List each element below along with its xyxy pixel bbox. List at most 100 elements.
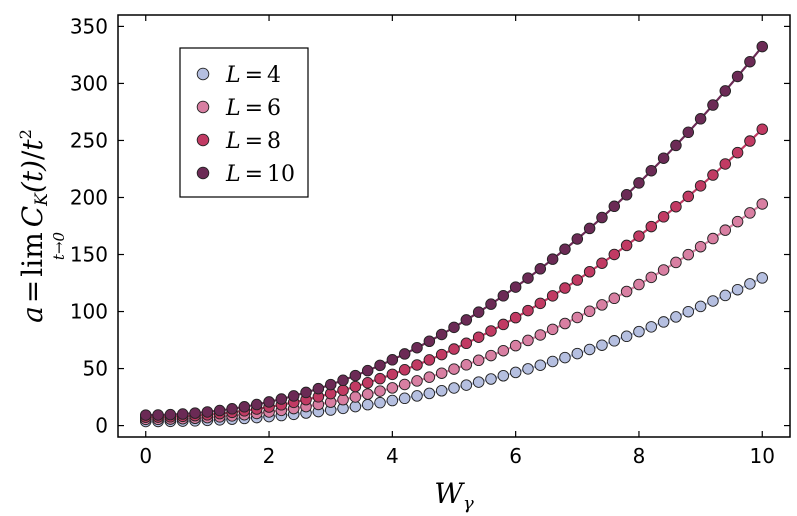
data-point <box>411 341 423 354</box>
data-point <box>386 368 399 381</box>
data-point <box>497 344 510 357</box>
data-point <box>509 281 522 293</box>
data-point <box>534 359 547 371</box>
data-point <box>633 177 645 189</box>
legend-label: L = 6 <box>225 96 281 121</box>
data-point <box>534 329 547 341</box>
data-point <box>522 334 534 347</box>
legend: L = 4 L = 6 L = 8 L = 10 <box>179 47 309 198</box>
data-point <box>645 321 658 333</box>
data-point <box>324 378 337 391</box>
data-point <box>744 207 756 219</box>
data-point <box>707 169 719 181</box>
data-point <box>448 321 460 334</box>
legend-item: L = 6 <box>196 96 281 121</box>
data-point <box>213 404 226 417</box>
data-point <box>559 243 571 255</box>
data-point <box>694 300 707 313</box>
data-point <box>731 146 744 159</box>
legend-item: L = 10 <box>196 162 295 187</box>
data-point <box>374 372 386 385</box>
data-point <box>435 367 448 379</box>
data-point <box>522 272 534 284</box>
data-point <box>633 325 645 338</box>
data-point <box>546 355 559 368</box>
data-point <box>620 330 633 343</box>
data-point <box>398 348 411 360</box>
data-point <box>534 297 547 310</box>
data-point <box>312 382 325 395</box>
data-point <box>682 305 695 318</box>
legend-marker <box>196 100 210 114</box>
data-point <box>263 396 275 408</box>
y-tick-label: 200 <box>70 185 108 209</box>
series-layer <box>139 40 769 428</box>
data-point <box>583 222 596 235</box>
data-point <box>682 190 695 203</box>
data-point <box>608 200 621 213</box>
data-point <box>645 220 658 233</box>
data-point <box>719 289 732 302</box>
y-tick-label: 100 <box>70 300 108 324</box>
data-point <box>485 349 497 362</box>
data-point <box>670 311 682 323</box>
data-point <box>472 331 485 343</box>
data-point <box>571 233 584 245</box>
data-point <box>682 248 695 261</box>
data-point <box>398 392 411 405</box>
data-point <box>645 164 658 177</box>
y-tick-label: 50 <box>83 357 108 381</box>
data-point <box>374 385 386 397</box>
data-point <box>756 40 769 53</box>
data-point <box>435 348 448 361</box>
data-point <box>497 290 510 302</box>
legend-marker <box>196 133 210 147</box>
data-point <box>596 211 608 224</box>
data-point <box>657 316 670 328</box>
data-point <box>707 232 719 245</box>
data-point <box>744 55 756 68</box>
data-point <box>361 364 374 377</box>
x-tick-label: 10 <box>750 444 775 468</box>
data-point <box>189 407 201 419</box>
data-point <box>694 113 707 125</box>
data-point <box>522 304 534 317</box>
data-point <box>571 311 584 324</box>
data-point <box>596 339 608 351</box>
data-point <box>275 393 288 405</box>
data-point <box>657 211 670 223</box>
data-point <box>349 380 362 393</box>
data-point <box>620 239 633 252</box>
data-point <box>497 369 510 382</box>
data-point <box>509 366 522 379</box>
data-point <box>682 126 695 139</box>
data-point <box>472 306 485 318</box>
x-tick-label: 6 <box>509 444 522 468</box>
data-point <box>559 317 571 330</box>
data-point <box>411 375 423 387</box>
data-point <box>756 123 769 135</box>
data-point <box>670 200 682 213</box>
data-point <box>485 325 497 337</box>
data-point <box>756 272 769 284</box>
data-point <box>448 363 460 375</box>
data-point <box>337 384 349 396</box>
data-point <box>719 224 732 236</box>
data-point <box>571 274 584 286</box>
data-point <box>337 374 349 387</box>
data-point <box>201 406 214 418</box>
data-point <box>460 379 473 391</box>
data-point <box>361 377 374 389</box>
y-axis-label: a=limCK(t)/t2 t→0 <box>16 129 68 323</box>
data-point <box>596 299 608 311</box>
data-point <box>361 398 374 411</box>
data-point <box>226 403 238 415</box>
data-point <box>756 198 769 210</box>
data-point <box>546 290 559 302</box>
series-6 <box>139 198 769 426</box>
data-point <box>534 263 547 275</box>
data-point <box>509 311 522 324</box>
data-point <box>694 240 707 253</box>
data-point <box>176 408 189 420</box>
